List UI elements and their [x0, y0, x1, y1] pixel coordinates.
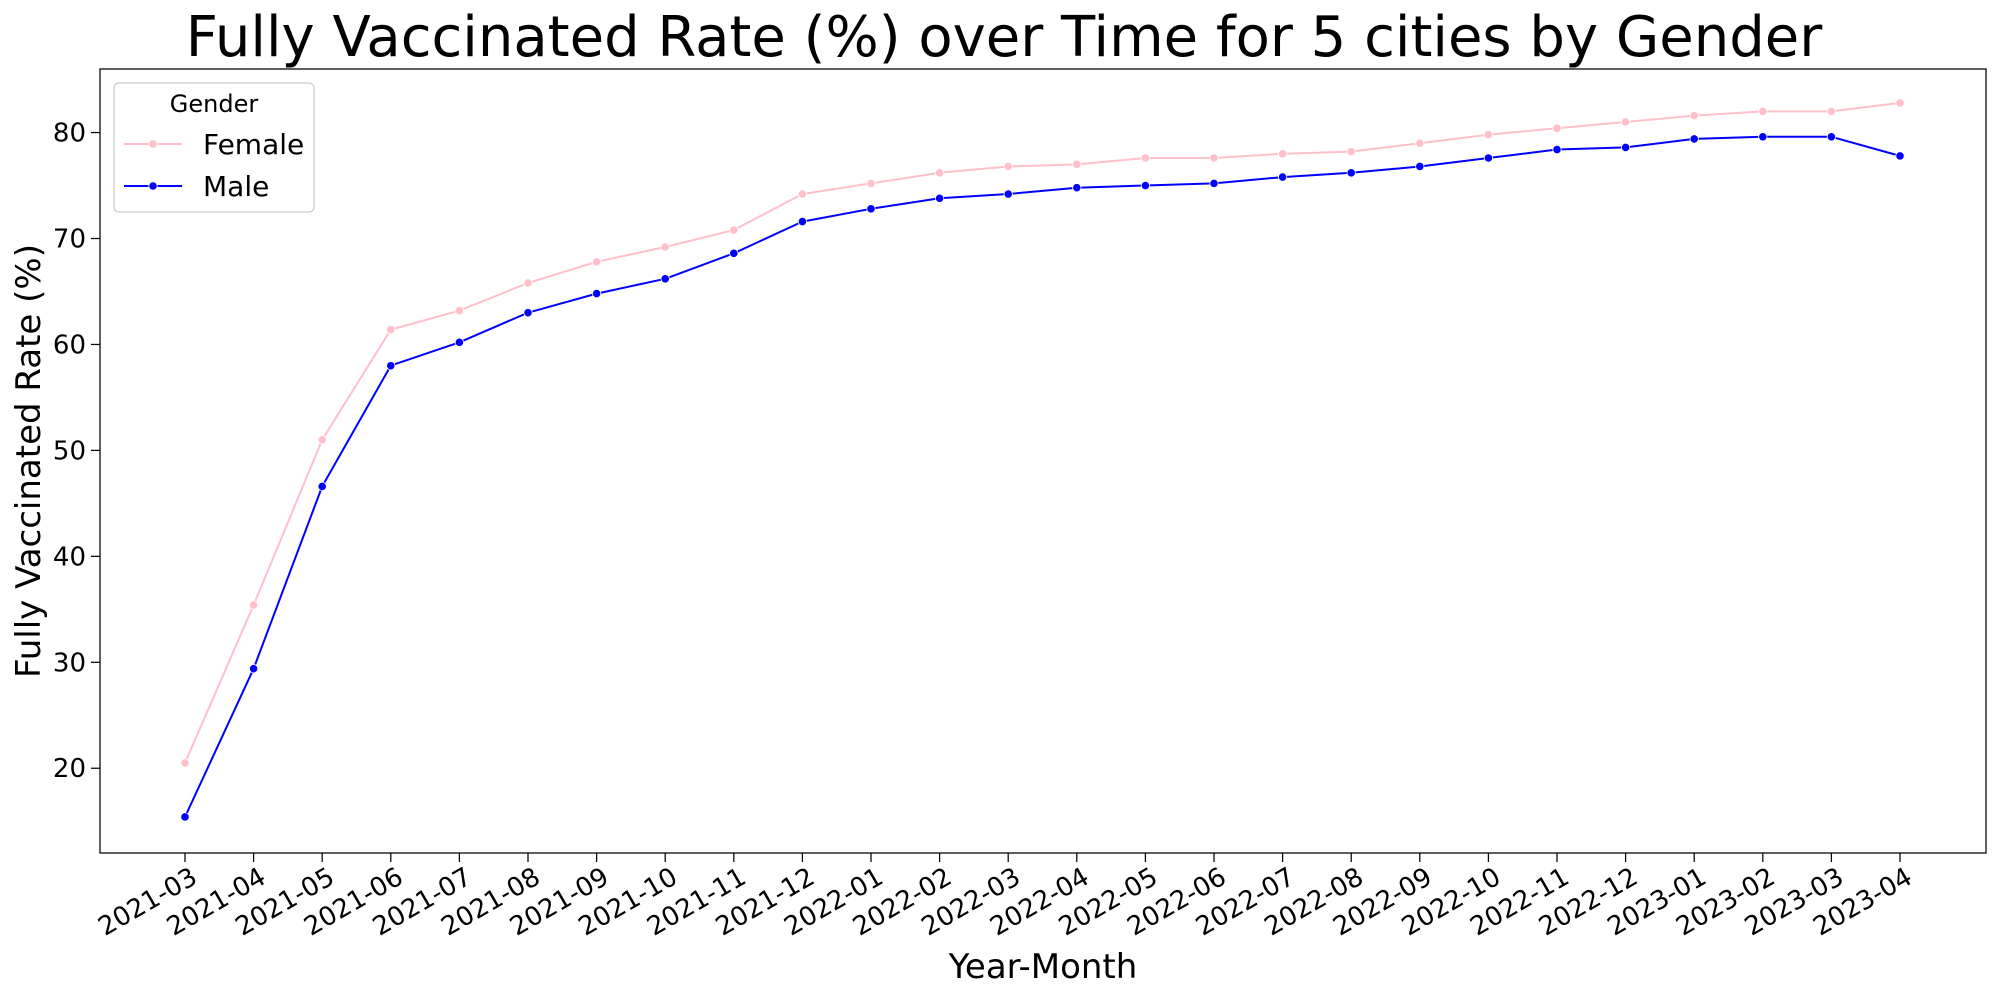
- series-female: [180, 98, 1905, 768]
- data-point-female: [591, 257, 602, 267]
- y-axis: 20 30 40 50 60 70 80: [53, 119, 100, 784]
- legend-entry-male: Male: [124, 170, 269, 203]
- data-point-female: [1552, 123, 1562, 133]
- series-male: [180, 132, 1905, 822]
- x-axis: 2021-032021-042021-052021-062021-072021-…: [93, 853, 1918, 942]
- data-point-female: [523, 278, 533, 288]
- data-point-male: [660, 274, 670, 284]
- series-layer: [180, 98, 1905, 822]
- data-point-male: [729, 248, 739, 258]
- data-point-male: [1346, 168, 1356, 178]
- data-point-female: [1346, 147, 1356, 157]
- data-point-male: [591, 289, 602, 299]
- legend-swatch-marker: [148, 181, 158, 191]
- data-point-female: [729, 225, 739, 235]
- y-tick-label: 30: [53, 648, 86, 678]
- data-point-female: [1072, 159, 1082, 169]
- data-point-female: [1140, 153, 1151, 163]
- data-point-male: [1758, 132, 1768, 142]
- data-point-female: [1209, 153, 1219, 163]
- plot-area-frame: [99, 68, 1987, 854]
- data-point-male: [454, 337, 464, 347]
- data-point-female: [1003, 161, 1013, 172]
- data-point-male: [1826, 132, 1837, 142]
- data-point-male: [866, 204, 876, 214]
- data-point-male: [1483, 153, 1494, 163]
- data-point-male: [797, 216, 808, 227]
- data-point-female: [1895, 98, 1905, 108]
- data-point-male: [1895, 151, 1905, 161]
- legend: Gender Female Male: [113, 82, 315, 213]
- data-point-male: [249, 664, 259, 674]
- y-tick-label: 20: [53, 754, 86, 784]
- legend-title: Gender: [170, 90, 259, 118]
- data-point-male: [1689, 134, 1699, 144]
- data-point-female: [797, 189, 808, 199]
- data-point-female: [386, 325, 396, 335]
- data-point-female: [1483, 130, 1494, 140]
- series-line-male: [184, 135, 1901, 818]
- data-point-female: [317, 435, 327, 445]
- data-point-male: [1621, 142, 1631, 152]
- data-point-male: [180, 812, 190, 822]
- data-point-female: [180, 758, 190, 768]
- data-point-female: [454, 305, 464, 316]
- legend-entry-female: Female: [124, 128, 304, 161]
- y-tick-label: 50: [53, 436, 86, 466]
- data-point-male: [386, 361, 396, 371]
- data-point-female: [660, 242, 670, 252]
- data-point-female: [1826, 106, 1837, 116]
- data-point-female: [934, 168, 945, 178]
- y-tick-label: 80: [53, 119, 86, 149]
- data-point-male: [1415, 161, 1425, 172]
- data-point-male: [523, 308, 533, 318]
- data-point-male: [934, 193, 945, 203]
- data-point-female: [1278, 149, 1288, 159]
- data-point-male: [1072, 183, 1082, 193]
- y-axis-label: Fully Vaccinated Rate (%): [9, 244, 49, 678]
- data-point-female: [866, 178, 876, 189]
- legend-label: Female: [203, 128, 304, 161]
- x-axis-label: Year-Month: [948, 947, 1138, 987]
- data-point-female: [249, 600, 259, 610]
- legend-swatch-marker: [148, 139, 158, 149]
- data-point-male: [1552, 144, 1562, 155]
- data-point-male: [1278, 172, 1288, 182]
- legend-entries: Female Male: [124, 128, 304, 203]
- y-tick-label: 70: [53, 225, 86, 255]
- series-line-female: [184, 101, 1901, 764]
- legend-frame: [113, 82, 315, 213]
- data-point-male: [1209, 178, 1219, 189]
- data-point-female: [1689, 111, 1699, 121]
- y-tick-label: 60: [53, 330, 86, 360]
- y-tick-label: 40: [53, 542, 86, 572]
- legend-label: Male: [203, 170, 269, 203]
- data-point-female: [1621, 117, 1631, 127]
- data-point-male: [1003, 189, 1013, 199]
- data-point-female: [1758, 106, 1768, 116]
- data-point-male: [1140, 180, 1151, 191]
- chart-title: Fully Vaccinated Rate (%) over Time for …: [186, 5, 1823, 70]
- data-point-male: [317, 481, 327, 492]
- data-point-female: [1415, 138, 1425, 148]
